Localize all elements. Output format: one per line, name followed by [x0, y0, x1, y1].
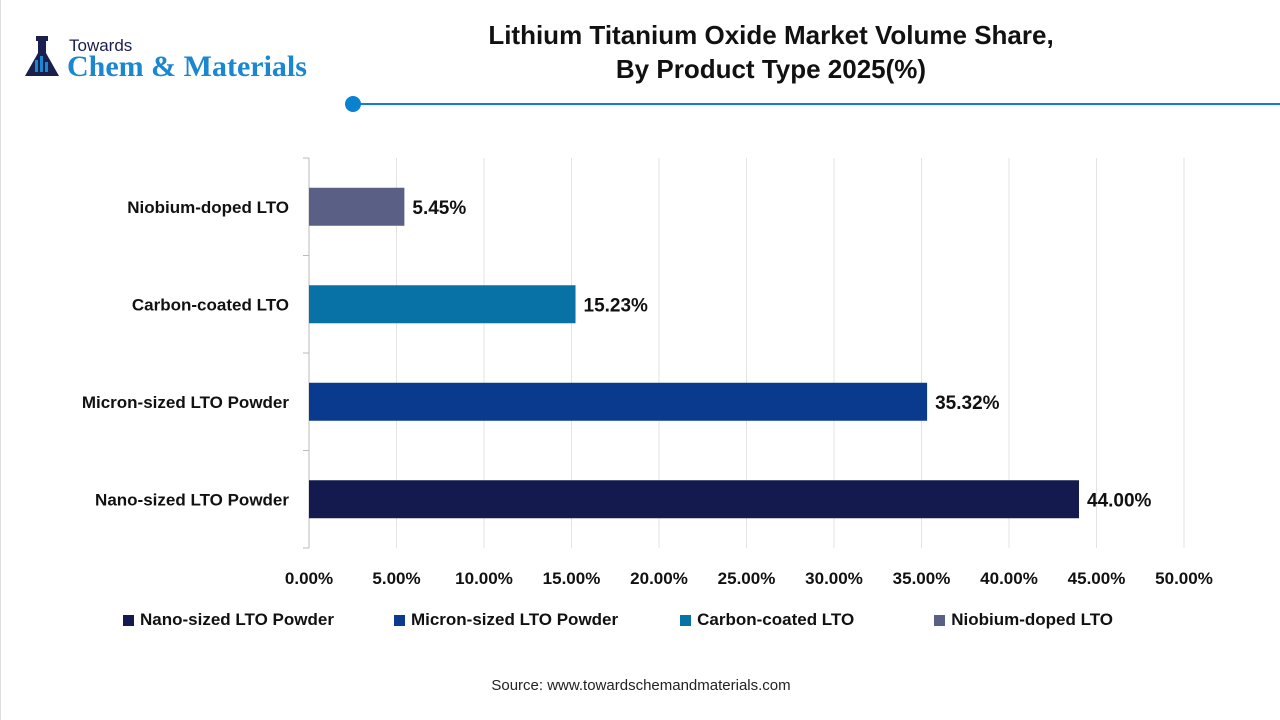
legend-label: Carbon-coated LTO [697, 610, 855, 629]
legend-swatch [934, 614, 946, 626]
x-tick-label: 15.00% [543, 569, 601, 588]
category-label: Micron-sized LTO Powder [82, 393, 290, 412]
legend-label: Nano-sized LTO Powder [140, 610, 334, 629]
x-tick-label: 50.00% [1155, 569, 1213, 588]
legend: Nano-sized LTO Powder Micron-sized LTO Po… [123, 610, 1113, 630]
legend-swatch [680, 614, 692, 626]
title-line1: Lithium Titanium Oxide Market Volume Sha… [488, 20, 1054, 50]
category-label: Nano-sized LTO Powder [95, 490, 289, 509]
x-tick-label: 40.00% [980, 569, 1038, 588]
divider-line [353, 103, 1280, 105]
x-tick-label: 10.00% [455, 569, 513, 588]
source: Source: www.towardschemandmaterials.com [491, 677, 791, 694]
category-label: Niobium-doped LTO [127, 198, 289, 217]
chart-title: Lithium Titanium Oxide Market Volume Sha… [401, 18, 1141, 86]
x-tick-label: 25.00% [718, 569, 776, 588]
x-tick-label: 30.00% [805, 569, 863, 588]
data-label: 15.23% [584, 295, 649, 316]
x-tick-label: 45.00% [1068, 569, 1126, 588]
legend-item: Nano-sized LTO Powder [123, 610, 334, 630]
legend-item: Micron-sized LTO Powder [393, 610, 619, 630]
flask-icon [25, 36, 59, 76]
legend-swatch [393, 614, 405, 626]
data-label: 5.45% [412, 198, 466, 219]
x-tick-label: 35.00% [893, 569, 951, 588]
bar-niobium-doped-lto [309, 187, 405, 226]
legend-label: Micron-sized LTO Powder [410, 610, 619, 629]
legend-item: Carbon-coated LTO [680, 610, 854, 630]
x-tick-label: 20.00% [630, 569, 688, 588]
logo: Towards Chem & Materials [23, 34, 307, 85]
x-tick-label: 5.00% [372, 569, 420, 588]
legend-label: Niobium-doped LTO [951, 610, 1114, 629]
title-line2: By Product Type 2025(%) [615, 54, 927, 84]
legend-item: Niobium-doped LTO [934, 610, 1113, 630]
logo-line2: Chem & Materials [67, 50, 307, 83]
category-label: Carbon-coated LTO [132, 295, 289, 314]
x-tick-label: 0.00% [285, 569, 333, 588]
bar-micron-sized-lto-powder [309, 382, 928, 421]
logo-line1: Towards [69, 36, 133, 55]
bar-carbon-coated-lto [309, 285, 576, 324]
data-label: 44.00% [1087, 490, 1152, 511]
bar-nano-sized-lto-powder [309, 480, 1079, 519]
legend-swatch [123, 614, 134, 626]
data-label: 35.32% [935, 393, 1000, 414]
